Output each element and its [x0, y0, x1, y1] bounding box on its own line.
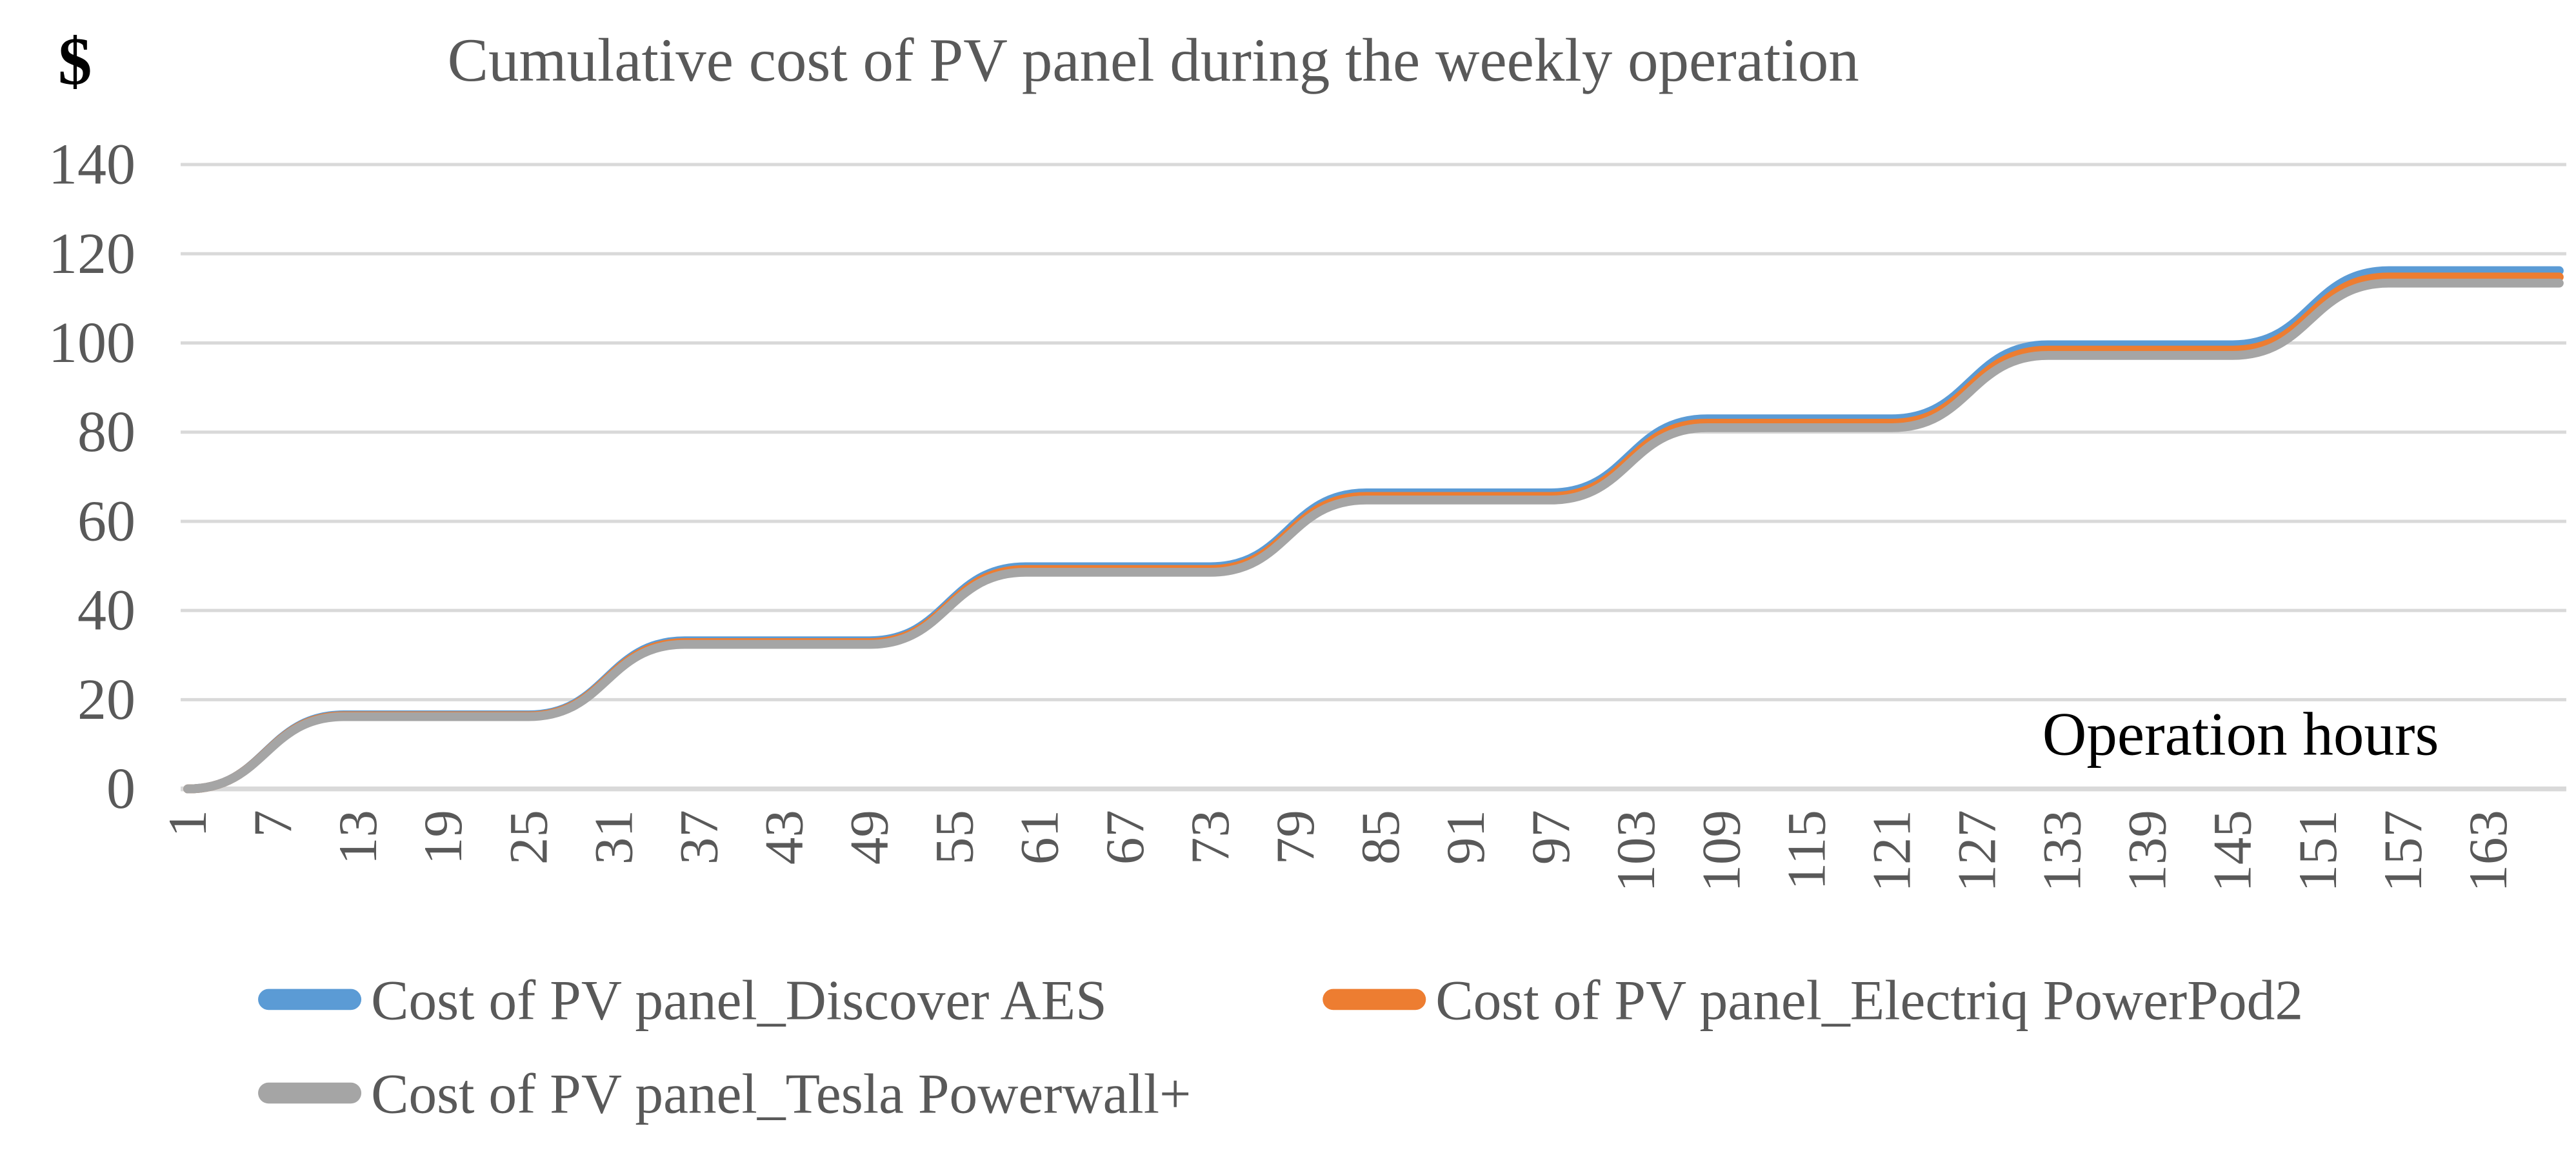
y-tick-label-120: 120 [48, 222, 135, 286]
x-tick-label-37: 37 [668, 810, 729, 865]
x-tick-label-127: 127 [1947, 810, 2008, 892]
legend-label-tesla-powerwall: Cost of PV panel_Tesla Powerwall+ [371, 1063, 1191, 1125]
x-tick-label-121: 121 [1861, 810, 1922, 892]
y-axis-unit-label: $ [58, 23, 92, 99]
x-tick-label-139: 139 [2117, 810, 2178, 892]
chart-title: Cumulative cost of PV panel during the w… [448, 26, 1859, 94]
legend-label-electriq-powerpod2: Cost of PV panel_Electriq PowerPod2 [1435, 969, 2303, 1032]
series-lines-group [183, 266, 2564, 794]
x-tick-label-109: 109 [1691, 810, 1752, 892]
x-tick-label-43: 43 [754, 810, 815, 865]
legend-swatch-discover-aes [258, 989, 362, 1010]
x-tick-label-67: 67 [1095, 810, 1155, 865]
legend: Cost of PV panel_Discover AES Cost of PV… [258, 969, 2303, 1125]
x-tick-label-115: 115 [1776, 810, 1837, 890]
legend-swatch-electriq-powerpod2 [1323, 989, 1426, 1010]
y-tick-label-20: 20 [77, 668, 135, 732]
legend-label-discover-aes: Cost of PV panel_Discover AES [371, 969, 1107, 1032]
x-tick-label-97: 97 [1521, 810, 1581, 865]
gridlines-group [181, 163, 2566, 792]
x-tick-label-151: 151 [2288, 810, 2348, 892]
x-tick-label-55: 55 [924, 810, 985, 865]
x-tick-label-133: 133 [2032, 810, 2093, 892]
y-tick-labels-group: 0 20 40 60 80 100 120 140 [48, 133, 135, 821]
x-tick-label-19: 19 [413, 810, 474, 865]
x-tick-label-163: 163 [2458, 810, 2519, 892]
x-tick-label-145: 145 [2202, 810, 2263, 892]
y-tick-label-80: 80 [77, 400, 135, 464]
legend-item-electriq-powerpod2: Cost of PV panel_Electriq PowerPod2 [1323, 969, 2303, 1032]
x-tick-label-25: 25 [498, 810, 559, 865]
x-tick-label-31: 31 [583, 810, 644, 865]
x-tick-label-49: 49 [839, 810, 900, 865]
x-axis-title: Operation hours [2042, 700, 2439, 768]
x-tick-label-73: 73 [1180, 810, 1241, 865]
x-tick-label-7: 7 [243, 810, 303, 837]
series-line-2 [183, 278, 2564, 794]
y-tick-label-100: 100 [48, 311, 135, 375]
x-tick-label-103: 103 [1606, 810, 1666, 892]
x-tick-label-13: 13 [328, 810, 388, 865]
legend-item-discover-aes: Cost of PV panel_Discover AES [258, 969, 1107, 1032]
y-tick-label-0: 0 [106, 757, 135, 821]
y-tick-label-60: 60 [77, 489, 135, 553]
x-tick-label-1: 1 [157, 810, 218, 838]
x-tick-label-79: 79 [1265, 810, 1326, 865]
x-tick-label-85: 85 [1350, 810, 1411, 865]
y-tick-label-140: 140 [48, 133, 135, 197]
x-tick-label-157: 157 [2373, 810, 2433, 892]
legend-item-tesla-powerwall: Cost of PV panel_Tesla Powerwall+ [258, 1063, 1191, 1125]
x-tick-labels-group: 1 7 13 19 25 31 37 43 49 55 61 67 73 79 85 91 97 103 109 11… [157, 810, 2519, 892]
x-tick-label-61: 61 [1010, 810, 1070, 865]
legend-swatch-tesla-powerwall [258, 1082, 362, 1104]
y-tick-label-40: 40 [77, 579, 135, 643]
x-tick-label-91: 91 [1435, 810, 1496, 865]
